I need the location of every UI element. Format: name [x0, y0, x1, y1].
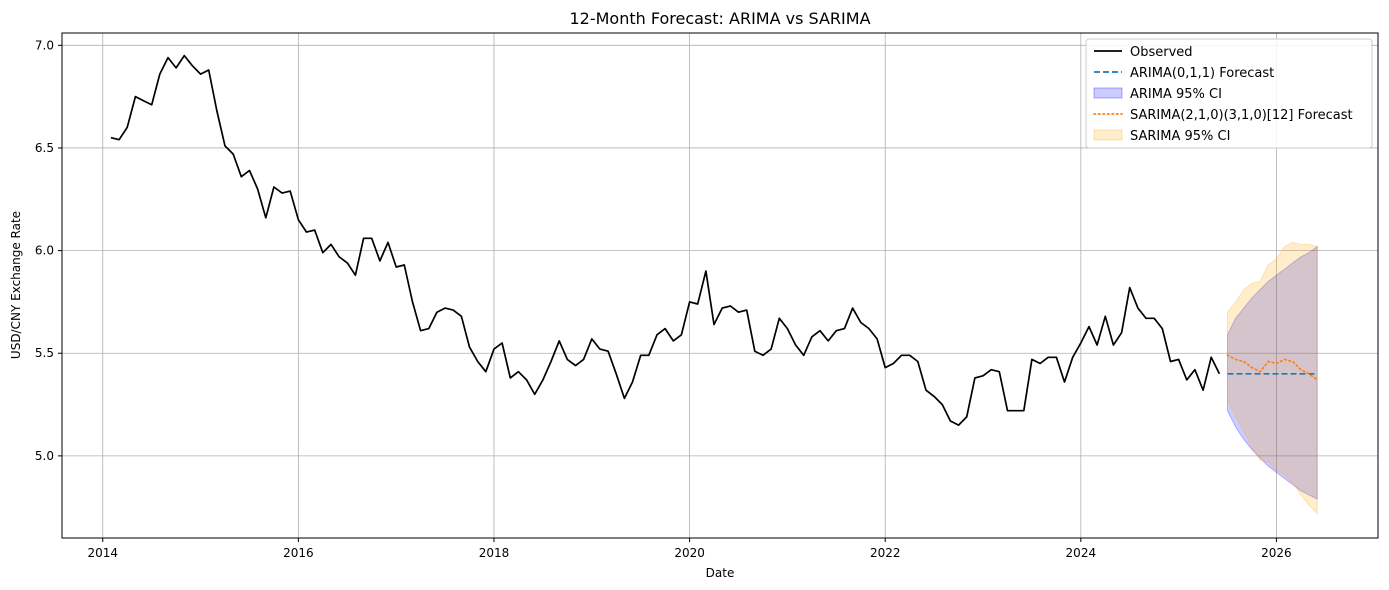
- legend-item: Observed: [1094, 45, 1193, 60]
- chart-title: 12-Month Forecast: ARIMA vs SARIMA: [569, 9, 870, 28]
- legend-label: ARIMA(0,1,1) Forecast: [1130, 66, 1274, 81]
- legend-item: SARIMA 95% CI: [1093, 129, 1230, 144]
- x-tick-label: 2022: [870, 546, 901, 560]
- legend-item: ARIMA 95% CI: [1093, 87, 1222, 102]
- x-tick-label: 2016: [283, 546, 314, 560]
- arima-ci-band: [1227, 245, 1318, 500]
- y-axis: 5.0 5.5 6.0 6.5 7.0: [35, 38, 62, 463]
- plot-frame: [61, 32, 1379, 539]
- legend-item: ARIMA(0,1,1) Forecast: [1094, 66, 1274, 81]
- y-tick-label: 5.5: [35, 346, 54, 360]
- x-axis-title: Date: [706, 566, 735, 580]
- plot-area: [110, 54, 1319, 515]
- x-tick-label: 2020: [674, 546, 705, 560]
- legend-label: SARIMA(2,1,0)(3,1,0)[12] Forecast: [1130, 108, 1353, 123]
- legend-label: Observed: [1130, 45, 1193, 60]
- x-tick-label: 2024: [1066, 546, 1097, 560]
- sarima-ci-band: [1227, 241, 1318, 515]
- x-axis: 2014 2016 2018 2020 2022 2024 2026: [87, 538, 1292, 560]
- x-tick-label: 2026: [1261, 546, 1292, 560]
- y-tick-label: 6.5: [35, 141, 54, 155]
- sarima-forecast-line: [1226, 354, 1319, 381]
- legend-swatch-arima-ci: [1093, 87, 1123, 99]
- legend-swatch-sarima-ci: [1093, 129, 1123, 141]
- y-tick-label: 7.0: [35, 38, 54, 52]
- legend-item: SARIMA(2,1,0)(3,1,0)[12] Forecast: [1093, 108, 1353, 123]
- y-tick-label: 6.0: [35, 244, 54, 258]
- legend-label: SARIMA 95% CI: [1130, 129, 1230, 144]
- legend-box: [1085, 38, 1373, 149]
- x-tick-label: 2018: [479, 546, 510, 560]
- observed-series-line: [110, 54, 1221, 426]
- legend-label: ARIMA 95% CI: [1130, 87, 1222, 102]
- x-tick-label: 2014: [87, 546, 118, 560]
- legend: Observed ARIMA(0,1,1) Forecast ARIMA 95% C…: [1085, 38, 1373, 149]
- y-axis-title: USD/CNY Exchange Rate: [9, 211, 23, 359]
- y-tick-label: 5.0: [35, 449, 54, 463]
